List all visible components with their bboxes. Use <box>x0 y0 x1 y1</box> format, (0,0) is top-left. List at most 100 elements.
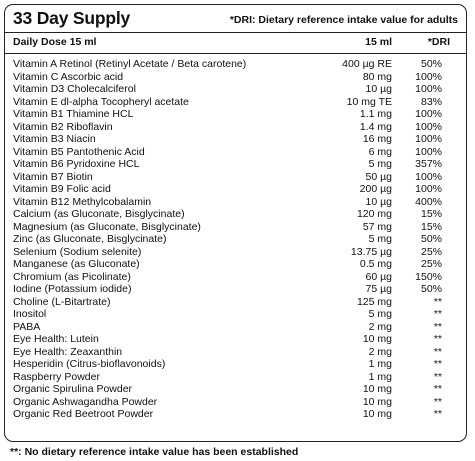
table-row: Vitamin C Ascorbic acid 80 mg 100% <box>13 71 458 84</box>
nutrient-dri: ** <box>433 395 442 408</box>
nutrient-dri: ** <box>433 370 442 383</box>
nutrient-amount: 1 mg <box>368 358 392 370</box>
header-divider <box>5 53 466 54</box>
nutrient-name: Organic Spirulina Powder <box>13 383 133 395</box>
table-row: Vitamin B1 Thiamine HCL 1.1 mg 100% <box>13 108 458 121</box>
table-row: Manganese (as Gluconate) 0.5 mg 25% <box>13 258 458 271</box>
nutrient-amount: 16 mg <box>362 133 392 145</box>
nutrient-name: Vitamin B7 Biotin <box>13 170 93 183</box>
nutrient-name: Choline (L-Bitartrate) <box>13 295 111 308</box>
nutrient-amount: 1.4 mg <box>359 120 392 133</box>
nutrient-name: Calcium (as Gluconate, Bisglycinate) <box>13 208 185 220</box>
nutrient-amount: 2 mg <box>368 320 392 333</box>
supply-title: 33 Day Supply <box>13 8 131 28</box>
nutrient-dri: 100% <box>415 70 442 83</box>
nutrient-amount: 2 mg <box>368 345 392 358</box>
nutrient-name: Zinc (as Gluconate, Bisglycinate) <box>13 233 167 245</box>
nutrient-dri: 15% <box>420 208 442 220</box>
table-row: Organic Spirulina Powder 10 mg ** <box>13 383 458 396</box>
nutrient-table: Vitamin A Retinol (Retinyl Acetate / Bet… <box>13 58 458 421</box>
table-row: Organic Ashwagandha Powder 10 mg ** <box>13 396 458 409</box>
table-row: Magnesium (as Gluconate, Bisglycinate) 57… <box>13 221 458 234</box>
nutrient-dri: 400% <box>415 195 442 208</box>
nutrient-dri: ** <box>433 345 442 358</box>
nutrient-name: Vitamin A Retinol (Retinyl Acetate / Bet… <box>13 58 247 70</box>
nutrient-name: Chromium (as Picolinate) <box>13 270 131 283</box>
nutrient-amount: 50 µg <box>365 170 393 183</box>
nutrient-amount: 10 µg <box>365 195 393 208</box>
dri-note: *DRI: Dietary reference intake value for… <box>229 14 458 26</box>
nutrient-dri: 100% <box>415 108 442 120</box>
nutrient-name: Manganese (as Gluconate) <box>13 258 140 270</box>
nutrient-amount: 125 mg <box>356 295 392 308</box>
nutrient-amount: 10 mg <box>362 383 392 395</box>
header-dri: *DRI <box>427 36 450 48</box>
nutrient-dri: ** <box>433 308 442 320</box>
nutrient-amount: 1 mg <box>368 370 392 383</box>
nutrient-amount: 0.5 mg <box>359 258 392 270</box>
table-row: Organic Red Beetroot Powder 10 mg ** <box>13 408 458 421</box>
nutrient-name: Organic Ashwagandha Powder <box>13 395 158 408</box>
nutrient-amount: 10 mg <box>362 395 392 408</box>
nutrient-name: Vitamin B9 Folic acid <box>13 183 111 195</box>
nutrient-name: Vitamin B1 Thiamine HCL <box>13 108 134 120</box>
nutrient-amount: 200 µg <box>359 183 392 195</box>
nutrient-dri: 100% <box>415 170 442 183</box>
table-row: Chromium (as Picolinate) 60 µg 150% <box>13 271 458 284</box>
nutrient-amount: 6 mg <box>368 145 392 158</box>
nutrient-name: Hesperidin (Citrus-bioflavonoids) <box>13 358 166 370</box>
title-divider <box>5 32 466 33</box>
nutrient-amount: 1.1 mg <box>359 108 392 120</box>
table-row: Iodine (Potassium iodide) 75 µg 50% <box>13 283 458 296</box>
nutrient-name: Vitamin C Ascorbic acid <box>13 70 124 83</box>
table-row: Vitamin E dl-alpha Tocopheryl acetate 10 … <box>13 96 458 109</box>
nutrient-dri: 100% <box>415 120 442 133</box>
nutrient-dri: 25% <box>420 245 442 258</box>
nutrient-dri: ** <box>433 333 442 345</box>
nutrient-name: Selenium (Sodium selenite) <box>13 245 142 258</box>
table-row: Hesperidin (Citrus-bioflavonoids) 1 mg ** <box>13 358 458 371</box>
table-row: Vitamin B12 Methylcobalamin 10 µg 400% <box>13 196 458 209</box>
nutrient-dri: ** <box>433 358 442 370</box>
nutrient-amount: 57 mg <box>362 220 392 233</box>
table-row: Vitamin D3 Cholecalciferol 10 µg 100% <box>13 83 458 96</box>
header-amount: 15 ml <box>365 36 392 48</box>
nutrient-name: Vitamin B12 Methylcobalamin <box>13 195 152 208</box>
nutrient-amount: 5 mg <box>368 158 392 170</box>
header-dose: Daily Dose 15 ml <box>13 36 97 48</box>
nutrient-name: Organic Red Beetroot Powder <box>13 408 154 420</box>
nutrient-name: Eye Health: Zeaxanthin <box>13 345 123 358</box>
nutrient-name: Inositol <box>13 308 47 320</box>
table-row: Zinc (as Gluconate, Bisglycinate) 5 mg 50% <box>13 233 458 246</box>
nutrient-name: Iodine (Potassium iodide) <box>13 283 132 295</box>
nutrient-amount: 75 µg <box>365 283 393 295</box>
nutrient-dri: 83% <box>420 95 442 108</box>
nutrient-name: PABA <box>13 320 41 333</box>
nutrient-name: Vitamin B3 Niacin <box>13 133 96 145</box>
nutrient-name: Vitamin B6 Pyridoxine HCL <box>13 158 140 170</box>
nutrient-amount: 5 mg <box>368 233 392 245</box>
nutrient-dri: 100% <box>415 145 442 158</box>
table-row: Vitamin B6 Pyridoxine HCL 5 mg 357% <box>13 158 458 171</box>
nutrient-amount: 400 µg RE <box>342 58 392 70</box>
nutrient-name: Vitamin B2 Riboflavin <box>13 120 113 133</box>
nutrient-name: Vitamin B5 Pantothenic Acid <box>13 145 145 158</box>
nutrient-dri: 15% <box>420 220 442 233</box>
table-row: Vitamin B5 Pantothenic Acid 6 mg 100% <box>13 146 458 159</box>
nutrient-dri: 357% <box>415 158 442 170</box>
footnote: **: No dietary reference intake value ha… <box>10 446 299 458</box>
nutrient-name: Eye Health: Lutein <box>13 333 99 345</box>
table-row: Raspberry Powder 1 mg ** <box>13 371 458 384</box>
table-row: Choline (L-Bitartrate) 125 mg ** <box>13 296 458 309</box>
nutrient-dri: 100% <box>415 183 442 195</box>
nutrient-name: Vitamin E dl-alpha Tocopheryl acetate <box>13 95 189 108</box>
nutrient-dri: 100% <box>415 133 442 145</box>
table-row: Inositol 5 mg ** <box>13 308 458 321</box>
nutrient-amount: 5 mg <box>368 308 392 320</box>
nutrient-amount: 60 µg <box>365 270 393 283</box>
nutrient-dri: 25% <box>420 258 442 270</box>
nutrient-name: Raspberry Powder <box>13 370 100 383</box>
nutrient-dri: ** <box>433 383 442 395</box>
nutrient-amount: 10 mg TE <box>346 95 392 108</box>
nutrient-dri: 100% <box>415 83 442 95</box>
